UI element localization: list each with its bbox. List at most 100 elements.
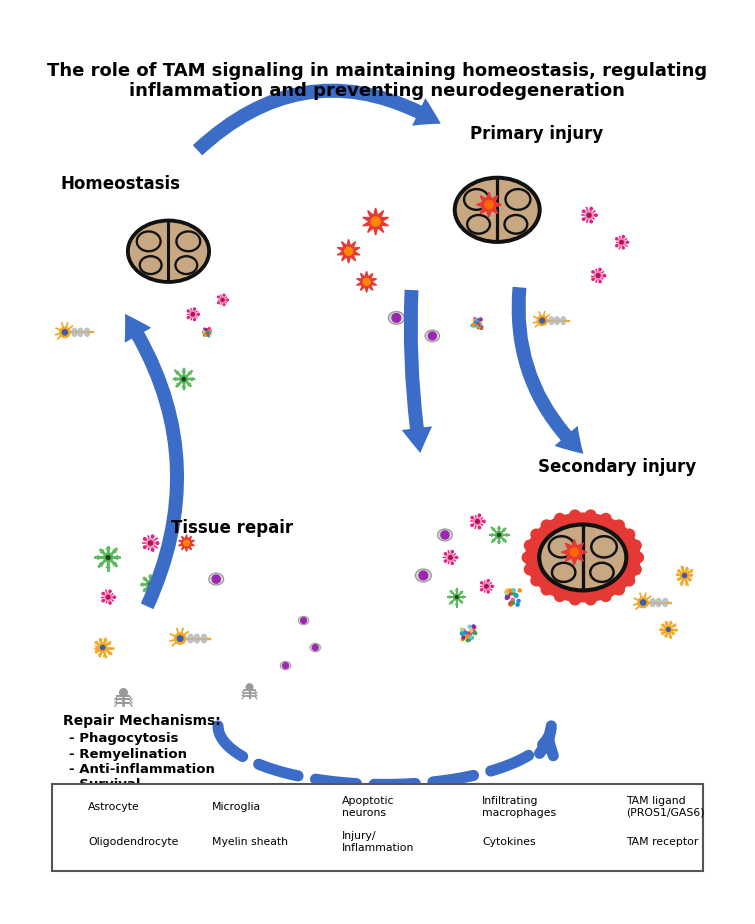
Polygon shape	[178, 535, 195, 552]
Circle shape	[569, 594, 581, 605]
Ellipse shape	[591, 536, 617, 557]
Circle shape	[531, 575, 541, 586]
Circle shape	[624, 575, 635, 586]
Circle shape	[464, 841, 466, 843]
Circle shape	[479, 322, 482, 324]
Circle shape	[104, 593, 112, 601]
Circle shape	[481, 589, 482, 590]
Circle shape	[474, 324, 476, 327]
Text: Injury/
Inflammation: Injury/ Inflammation	[342, 832, 414, 853]
Circle shape	[462, 845, 464, 846]
Circle shape	[363, 278, 370, 286]
Circle shape	[205, 333, 207, 334]
Circle shape	[614, 520, 624, 530]
Ellipse shape	[663, 599, 668, 606]
Circle shape	[512, 592, 515, 595]
FancyArrowPatch shape	[402, 290, 432, 453]
Circle shape	[208, 332, 209, 334]
Ellipse shape	[415, 569, 431, 582]
Circle shape	[464, 838, 466, 840]
Ellipse shape	[552, 563, 575, 582]
Circle shape	[470, 636, 473, 638]
Circle shape	[594, 272, 602, 279]
Circle shape	[190, 311, 196, 318]
Circle shape	[478, 527, 481, 529]
Ellipse shape	[528, 515, 638, 600]
Circle shape	[464, 838, 465, 839]
Circle shape	[470, 637, 473, 639]
Ellipse shape	[459, 802, 472, 812]
Circle shape	[596, 274, 600, 277]
Ellipse shape	[467, 215, 490, 234]
Polygon shape	[319, 834, 334, 850]
Circle shape	[191, 312, 195, 316]
Circle shape	[664, 626, 672, 633]
Circle shape	[461, 628, 464, 631]
Circle shape	[321, 803, 322, 805]
Circle shape	[473, 323, 476, 325]
Circle shape	[146, 580, 155, 589]
Circle shape	[221, 298, 224, 301]
Circle shape	[462, 629, 465, 632]
Text: Tissue repair: Tissue repair	[171, 518, 293, 537]
Ellipse shape	[388, 311, 404, 324]
Circle shape	[100, 646, 105, 650]
Ellipse shape	[464, 189, 489, 210]
Circle shape	[485, 201, 493, 209]
Circle shape	[217, 296, 220, 298]
Circle shape	[479, 317, 482, 320]
Circle shape	[473, 626, 476, 628]
Circle shape	[300, 617, 307, 624]
Circle shape	[206, 329, 208, 331]
Circle shape	[509, 590, 512, 592]
Circle shape	[511, 598, 514, 602]
Circle shape	[469, 837, 470, 839]
Text: - Remyelination: - Remyelination	[69, 748, 187, 760]
Circle shape	[462, 844, 464, 845]
Circle shape	[69, 804, 76, 810]
Ellipse shape	[310, 643, 321, 651]
Circle shape	[474, 321, 476, 323]
Circle shape	[207, 334, 208, 335]
Circle shape	[193, 308, 196, 310]
Circle shape	[371, 217, 380, 226]
Text: Secondary injury: Secondary injury	[538, 458, 696, 477]
Circle shape	[609, 801, 612, 804]
Circle shape	[667, 627, 670, 631]
Circle shape	[462, 635, 465, 638]
Circle shape	[506, 590, 509, 592]
Circle shape	[183, 541, 190, 546]
Circle shape	[455, 556, 458, 559]
Circle shape	[106, 595, 110, 599]
Polygon shape	[363, 208, 389, 235]
Circle shape	[478, 323, 480, 326]
Circle shape	[487, 579, 489, 582]
Ellipse shape	[85, 328, 90, 336]
Circle shape	[582, 218, 585, 221]
Circle shape	[331, 806, 333, 808]
Circle shape	[569, 510, 581, 521]
Text: Apoptotic
neurons: Apoptotic neurons	[342, 796, 395, 818]
Circle shape	[102, 600, 104, 602]
Circle shape	[156, 541, 159, 544]
Circle shape	[541, 584, 552, 595]
Circle shape	[481, 582, 482, 584]
Circle shape	[512, 589, 516, 592]
Circle shape	[462, 803, 470, 810]
Ellipse shape	[177, 231, 200, 251]
Circle shape	[473, 320, 476, 322]
Text: Repair Mechanisms:: Repair Mechanisms:	[63, 714, 221, 728]
Circle shape	[554, 590, 565, 602]
Circle shape	[517, 600, 520, 602]
Circle shape	[471, 524, 473, 527]
Circle shape	[282, 663, 288, 668]
Text: Microglia: Microglia	[211, 802, 260, 812]
Circle shape	[469, 633, 471, 636]
Circle shape	[492, 585, 493, 588]
Circle shape	[461, 638, 464, 640]
Ellipse shape	[194, 634, 199, 643]
Circle shape	[60, 327, 70, 337]
Circle shape	[469, 842, 470, 843]
Circle shape	[463, 845, 464, 846]
Circle shape	[327, 811, 329, 813]
